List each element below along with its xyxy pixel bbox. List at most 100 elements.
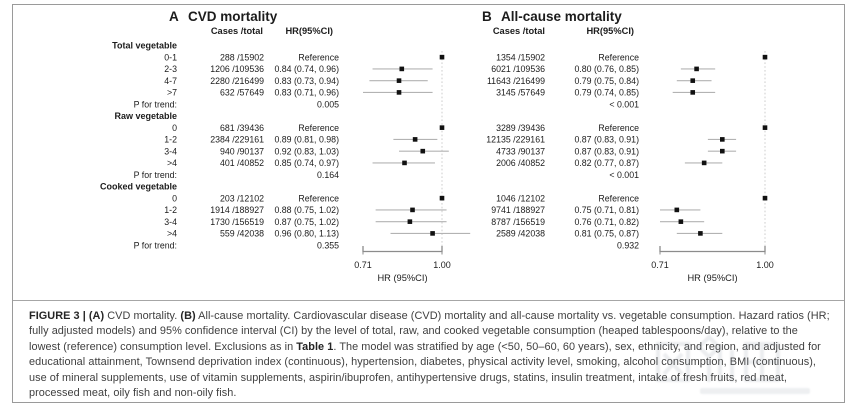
hr-marker	[396, 78, 402, 83]
panel-letter: A	[169, 9, 179, 24]
cases-cell: 1206 /109536	[210, 64, 264, 74]
cases-cell: 4733 /90137	[496, 146, 545, 156]
panel-letter: B	[482, 9, 492, 24]
cases-cell: 1046 /12102	[496, 193, 545, 203]
cases-cell: 288 /15902	[220, 52, 264, 62]
caption-segment: . The model was stratified by age (<50, …	[29, 340, 821, 400]
cases-cell: 1730 /156519	[210, 217, 264, 227]
hr-marker	[402, 160, 407, 166]
cases-cell: 2280 /216499	[210, 76, 264, 86]
cases-cell: 6021 /109536	[491, 64, 545, 74]
hr-cell: Reference	[298, 193, 339, 203]
hr-cell: 0.76 (0.71, 0.82)	[574, 217, 639, 227]
hr-marker	[420, 148, 426, 154]
hr-cell: 0.88 (0.75, 1.02)	[274, 205, 339, 215]
hr-cell: Reference	[598, 193, 639, 203]
hr-cell: 0.89 (0.81, 0.98)	[274, 135, 339, 145]
caption-bold-segment: Table 1	[296, 340, 334, 353]
column-header-cases: Cases /total	[211, 26, 263, 36]
cases-cell: 632 /57649	[220, 88, 264, 98]
p-trend-label: P for trend:	[134, 99, 177, 109]
axis-tick-label: 0.71	[651, 260, 669, 270]
cases-cell: 1354 /15902	[496, 52, 545, 62]
p-trend-value: < 0.001	[609, 170, 639, 180]
cases-cell: 203 /12102	[220, 193, 264, 203]
axis-tick-label: 0.71	[354, 260, 372, 270]
hr-cell: 0.83 (0.73, 0.94)	[274, 76, 339, 86]
axis-tick-label: 1.00	[433, 260, 451, 270]
p-trend-label: P for trend:	[134, 170, 177, 180]
p-trend-label: P for trend:	[134, 240, 177, 250]
cases-cell: 940 /90137	[220, 146, 264, 156]
caption-segment: All-cause mortality. Cardiovascular dise…	[29, 310, 830, 353]
caption-separator	[13, 300, 844, 301]
hr-marker	[396, 90, 402, 95]
hr-cell: 0.85 (0.74, 0.97)	[274, 158, 339, 168]
hr-cell: Reference	[298, 123, 339, 133]
column-header-cases: Cases /total	[493, 26, 545, 36]
hr-marker	[690, 78, 696, 83]
cases-cell: 8787 /156519	[491, 217, 545, 227]
hr-marker	[399, 66, 405, 72]
cases-cell: 3145 /57649	[496, 88, 545, 98]
row-label: 0-1	[164, 52, 177, 62]
panel-title: CVD mortality	[188, 9, 278, 24]
axis-label: HR (95%CI)	[687, 273, 737, 283]
hr-cell: 0.81 (0.75, 0.87)	[574, 229, 639, 239]
caption-bold-segment: (B)	[180, 310, 196, 322]
row-label: >4	[167, 158, 177, 168]
caption-bold-segment: (A)	[88, 310, 105, 322]
hr-cell: 0.87 (0.83, 0.91)	[574, 146, 639, 156]
reference-marker	[439, 54, 445, 60]
hr-marker	[407, 219, 413, 224]
reference-marker	[439, 195, 445, 201]
group-label: Raw vegetable	[114, 111, 177, 121]
row-label: 4-7	[164, 76, 177, 86]
cases-cell: 3289 /39436	[496, 123, 545, 133]
cases-cell: 2589 /42038	[496, 229, 545, 239]
row-label: 2-3	[164, 64, 177, 74]
p-trend-value: 0.005	[317, 99, 339, 109]
hr-marker	[674, 207, 680, 213]
p-trend-value: < 0.001	[609, 99, 639, 109]
hr-marker	[701, 160, 707, 166]
group-label: Total vegetable	[112, 41, 177, 51]
row-label: >7	[167, 88, 177, 98]
hr-marker	[720, 148, 725, 154]
hr-cell: 0.79 (0.75, 0.84)	[574, 76, 639, 86]
hr-cell: 0.82 (0.77, 0.87)	[574, 158, 639, 168]
reference-marker	[762, 125, 768, 130]
hr-cell: 0.83 (0.71, 0.96)	[274, 88, 339, 98]
row-label: 3-4	[164, 146, 177, 156]
cases-cell: 681 /39436	[220, 123, 264, 133]
cases-cell: 12135 /229161	[486, 135, 545, 145]
column-header-hr: HR(95%CI)	[285, 26, 333, 36]
row-label: 0	[172, 123, 177, 133]
hr-marker	[694, 66, 699, 72]
cases-cell: 9741 /188927	[491, 205, 545, 215]
hr-cell: 0.84 (0.74, 0.96)	[274, 64, 339, 74]
caption-segment: CVD mortality.	[104, 310, 181, 322]
hr-cell: 0.87 (0.75, 1.02)	[274, 217, 339, 227]
p-trend-value: 0.355	[317, 240, 339, 250]
hr-marker	[412, 137, 418, 142]
hr-marker	[430, 231, 435, 236]
hr-marker	[410, 207, 415, 213]
cases-cell: 401 /40852	[220, 158, 264, 168]
cases-cell: 559 /42038	[220, 229, 264, 239]
hr-cell: Reference	[598, 52, 639, 62]
hr-cell: 0.87 (0.83, 0.91)	[574, 135, 639, 145]
row-label: 1-2	[164, 205, 177, 215]
hr-cell: 0.92 (0.83, 1.03)	[274, 146, 339, 156]
axis-tick-label: 1.00	[756, 260, 774, 270]
hr-cell: 0.80 (0.76, 0.85)	[574, 64, 639, 74]
group-label: Cooked vegetable	[100, 182, 177, 192]
row-label: 0	[172, 193, 177, 203]
hr-cell: Reference	[598, 123, 639, 133]
p-trend-value: 0.164	[317, 170, 339, 180]
panel-title: All-cause mortality	[501, 9, 622, 24]
hr-cell: 0.75 (0.71, 0.81)	[574, 205, 639, 215]
row-label: 1-2	[164, 135, 177, 145]
row-label: 3-4	[164, 217, 177, 227]
axis-bracket	[659, 246, 766, 253]
